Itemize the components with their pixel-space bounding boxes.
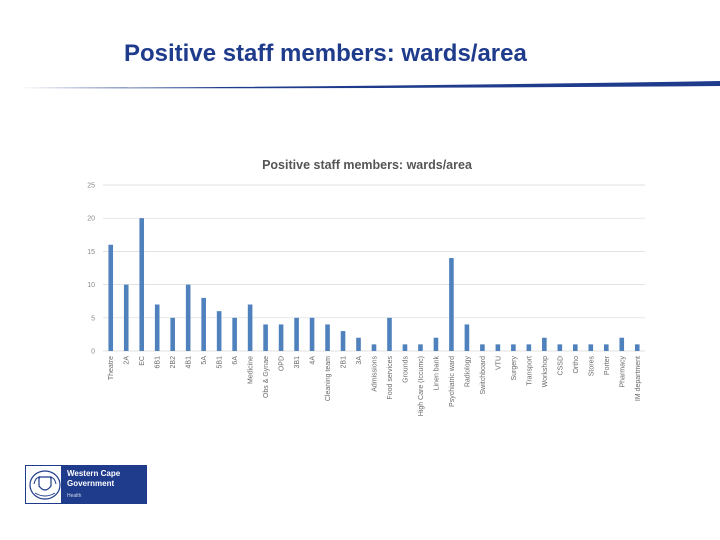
coat-of-arms-icon: [25, 465, 65, 504]
bar: [371, 344, 377, 351]
x-tick-label: High Care (Iccumc): [418, 356, 425, 416]
x-tick-label: 2B1: [341, 356, 348, 369]
bar: [542, 337, 547, 351]
x-tick-label: Transport: [526, 356, 533, 386]
bar: [464, 324, 470, 351]
y-tick-label: 10: [87, 282, 95, 289]
x-tick-label: Pharmacy: [619, 356, 626, 388]
x-tick-label: 3B1: [294, 356, 301, 369]
title-underline: [20, 81, 720, 89]
bar: [170, 317, 175, 351]
x-tick-label: 4B1: [186, 356, 193, 369]
x-tick-label: 3A: [356, 356, 363, 365]
x-tick-label: CSSD: [557, 356, 564, 375]
bar: [511, 344, 516, 351]
x-tick-label: Obs & Gynae: [263, 356, 270, 398]
bar: [402, 344, 408, 351]
y-axis-ticks: 0 5 10 15 20 25: [87, 183, 95, 356]
x-tick-label: 2A: [124, 356, 131, 365]
bar: [247, 304, 253, 351]
y-tick-label: 20: [87, 216, 95, 223]
x-tick-label: 5A: [201, 356, 208, 365]
bar: [232, 317, 237, 351]
bar: [495, 344, 501, 351]
x-tick-label: 6B1: [155, 356, 162, 369]
x-tick-label: Cleaning team: [325, 356, 332, 401]
western-cape-government-logo: Western Cape Government Health: [25, 465, 147, 504]
bar: [603, 344, 609, 351]
x-tick-label: Porter: [604, 355, 611, 375]
x-tick-label: Radiology: [464, 356, 471, 388]
bar: [263, 324, 268, 351]
y-tick-label: 0: [91, 349, 95, 356]
logo-line-2: Government: [67, 479, 115, 488]
bar: [123, 284, 129, 351]
bar: [433, 337, 439, 351]
logo-line-1: Western Cape: [67, 469, 121, 478]
bar: [634, 344, 640, 351]
x-tick-label: OPD: [279, 356, 286, 371]
bar: [619, 337, 625, 351]
bar: [294, 317, 299, 351]
bar: [325, 324, 330, 351]
y-tick-label: 25: [87, 183, 95, 190]
x-tick-label: Switchboard: [480, 356, 487, 395]
bar: [154, 304, 160, 351]
bar: [201, 297, 206, 351]
gridlines: [103, 184, 645, 352]
bar: [573, 344, 578, 351]
x-tick-label: 4A: [310, 356, 317, 365]
bar: [216, 311, 222, 351]
x-tick-label: Workshop: [542, 356, 549, 387]
bar: [309, 317, 315, 351]
bar: [418, 344, 423, 351]
bar: [356, 337, 361, 351]
bar: [480, 344, 485, 351]
x-tick-label: IM department: [635, 356, 642, 401]
bar: [108, 244, 114, 351]
x-tick-label: Grounds: [402, 356, 409, 383]
x-tick-label: EC: [139, 356, 146, 366]
x-tick-label: Medicine: [248, 356, 255, 384]
x-tick-label: 6A: [232, 356, 239, 365]
bar: [387, 317, 392, 351]
y-tick-label: 5: [91, 315, 95, 322]
x-tick-label: Ortho: [573, 356, 580, 374]
x-tick-label: VTU: [495, 356, 502, 370]
bar: [557, 344, 563, 351]
bar: [588, 344, 594, 351]
bar: [449, 258, 454, 351]
x-axis-ticks: Theatre 2A EC 6B1 2B2 4B1 5A 5B1 6A Medicine Obs &…: [108, 355, 642, 416]
bar: [185, 284, 191, 351]
bar: [139, 218, 145, 351]
x-tick-label: Psychiatric ward: [449, 356, 456, 407]
x-tick-label: 2B2: [170, 356, 177, 369]
x-tick-label: 5B1: [217, 356, 224, 369]
bars: [108, 218, 640, 351]
y-tick-label: 15: [87, 249, 95, 256]
x-tick-label: Theatre: [108, 356, 115, 380]
slide-title: Positive staff members: wards/area: [124, 40, 527, 67]
x-tick-label: Food services: [387, 356, 394, 400]
x-tick-label: Admissions: [372, 356, 379, 392]
x-tick-label: Stores: [588, 356, 595, 377]
chart-title: Positive staff members: wards/area: [262, 158, 473, 172]
bar: [340, 331, 346, 351]
x-tick-label: Linen bank: [433, 356, 440, 391]
bar: [526, 344, 532, 351]
bar: [278, 324, 284, 351]
logo-wordmark: Western Cape Government Health: [61, 465, 147, 504]
x-tick-label: Surgery: [511, 356, 518, 381]
logo-line-3: Health: [67, 493, 82, 499]
